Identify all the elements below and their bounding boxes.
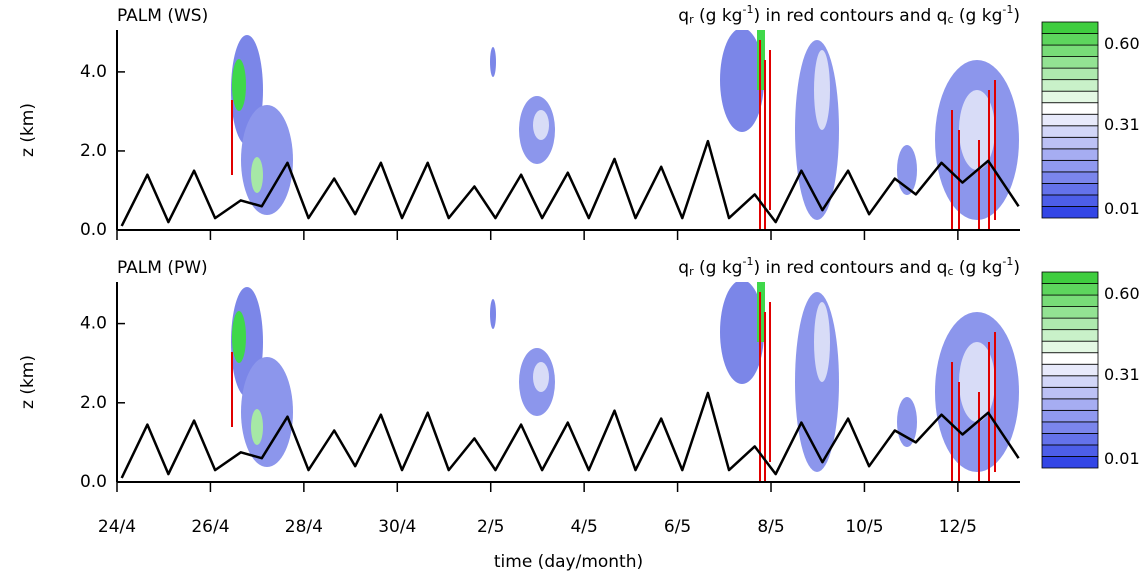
subtitle-part: -1 <box>742 255 753 268</box>
colorbar-band <box>1041 56 1099 69</box>
y-tick-label: 0.0 <box>80 220 107 240</box>
colorbar-band <box>1041 194 1099 207</box>
y-tick-label: 2.0 <box>80 393 107 413</box>
x-tick-label: 28/4 <box>285 517 323 537</box>
panel-subtitle: qr (g kg-1) in red contours and qc (g kg… <box>678 3 1020 26</box>
x-tick-label: 10/5 <box>845 517 883 537</box>
colorbar-band <box>1041 159 1099 173</box>
colorbar-tick-label: 0.01 <box>1104 449 1140 468</box>
colorbar-band <box>1041 125 1099 138</box>
subtitle-part: -1 <box>742 3 753 16</box>
colorbar-band <box>1041 352 1099 365</box>
x-tick-label: 8/5 <box>757 517 784 537</box>
panel-subtitle: qr (g kg-1) in red contours and qc (g kg… <box>678 255 1020 278</box>
colorbar-band <box>1041 21 1099 34</box>
colorbar-band <box>1041 306 1099 319</box>
colorbar-tick-label: 0.01 <box>1104 199 1140 218</box>
colorbar-band <box>1041 183 1099 196</box>
colorbar-band <box>1041 113 1099 127</box>
colorbar-band <box>1041 456 1099 469</box>
colorbar-band <box>1041 148 1099 161</box>
y-tick-label: 2.0 <box>80 141 107 161</box>
colorbar-band <box>1041 67 1099 81</box>
line-series <box>120 139 1020 227</box>
colorbar-band <box>1041 206 1099 219</box>
colorbar-band <box>1041 433 1099 446</box>
colorbar-tick-label: 0.31 <box>1104 365 1140 384</box>
colorbar-band <box>1041 79 1099 92</box>
x-tick-label: 4/5 <box>570 517 597 537</box>
colorbar-band <box>1041 329 1099 342</box>
subtitle-part: -1 <box>1002 3 1013 16</box>
colorbar-band <box>1041 386 1099 400</box>
y-tick-label: 4.0 <box>80 62 107 82</box>
subtitle-part: -1 <box>1002 255 1013 268</box>
subtitle-part: ) in red contours and q <box>753 258 947 278</box>
colorbar-band <box>1041 271 1099 284</box>
subtitle-part: r <box>689 265 694 278</box>
subtitle-part: (g kg <box>694 258 743 278</box>
colorbar-band <box>1041 33 1099 46</box>
y-tick-label: 0.0 <box>80 472 107 492</box>
subtitle-part: q <box>678 6 689 26</box>
subtitle-part: ) <box>1013 258 1020 278</box>
panel-title: PALM (WS) <box>117 6 208 26</box>
colorbar-tick-label: 0.60 <box>1104 284 1140 303</box>
x-tick-label: 12/5 <box>939 517 977 537</box>
x-tick-label: 30/4 <box>378 517 416 537</box>
x-tick-label: 2/5 <box>477 517 504 537</box>
y-tick-label: 4.0 <box>80 314 107 334</box>
colorbar-band <box>1041 340 1099 354</box>
colorbar-band <box>1041 44 1099 57</box>
subtitle-part: c <box>947 13 953 26</box>
contour-field <box>230 282 1020 482</box>
subtitle-part: (g kg <box>694 6 743 26</box>
subtitle-part: ) <box>1013 6 1020 26</box>
y-axis-label: z (km) <box>18 355 38 409</box>
x-tick-label: 6/5 <box>664 517 691 537</box>
colorbar-band <box>1041 421 1099 434</box>
subtitle-part: (g kg <box>954 258 1003 278</box>
colorbar-band <box>1041 375 1099 388</box>
colorbar-tick-label: 0.60 <box>1104 34 1140 53</box>
colorbar-band <box>1041 444 1099 457</box>
colorbar-band <box>1041 363 1099 377</box>
colorbar-band <box>1041 90 1099 104</box>
colorbar-band <box>1041 317 1099 331</box>
panel-title: PALM (PW) <box>117 258 208 278</box>
colorbar-band <box>1041 171 1099 184</box>
colorbar-band <box>1041 102 1099 115</box>
subtitle-part: c <box>947 265 953 278</box>
x-tick-label: 26/4 <box>191 517 229 537</box>
colorbar-tick-label: 0.31 <box>1104 115 1140 134</box>
colorbar-band <box>1041 283 1099 296</box>
x-tick-label: 24/4 <box>98 517 136 537</box>
colorbar-band <box>1041 398 1099 411</box>
subtitle-part: (g kg <box>954 6 1003 26</box>
colorbar-band <box>1041 136 1099 150</box>
colorbar-band <box>1041 409 1099 423</box>
line-series <box>120 391 1020 479</box>
subtitle-part: r <box>689 13 694 26</box>
subtitle-part: ) in red contours and q <box>753 6 947 26</box>
y-axis-label: z (km) <box>18 103 38 157</box>
subtitle-part: q <box>678 258 689 278</box>
colorbar-band <box>1041 294 1099 307</box>
contour-field <box>230 30 1020 230</box>
x-axis-label: time (day/month) <box>494 552 643 572</box>
